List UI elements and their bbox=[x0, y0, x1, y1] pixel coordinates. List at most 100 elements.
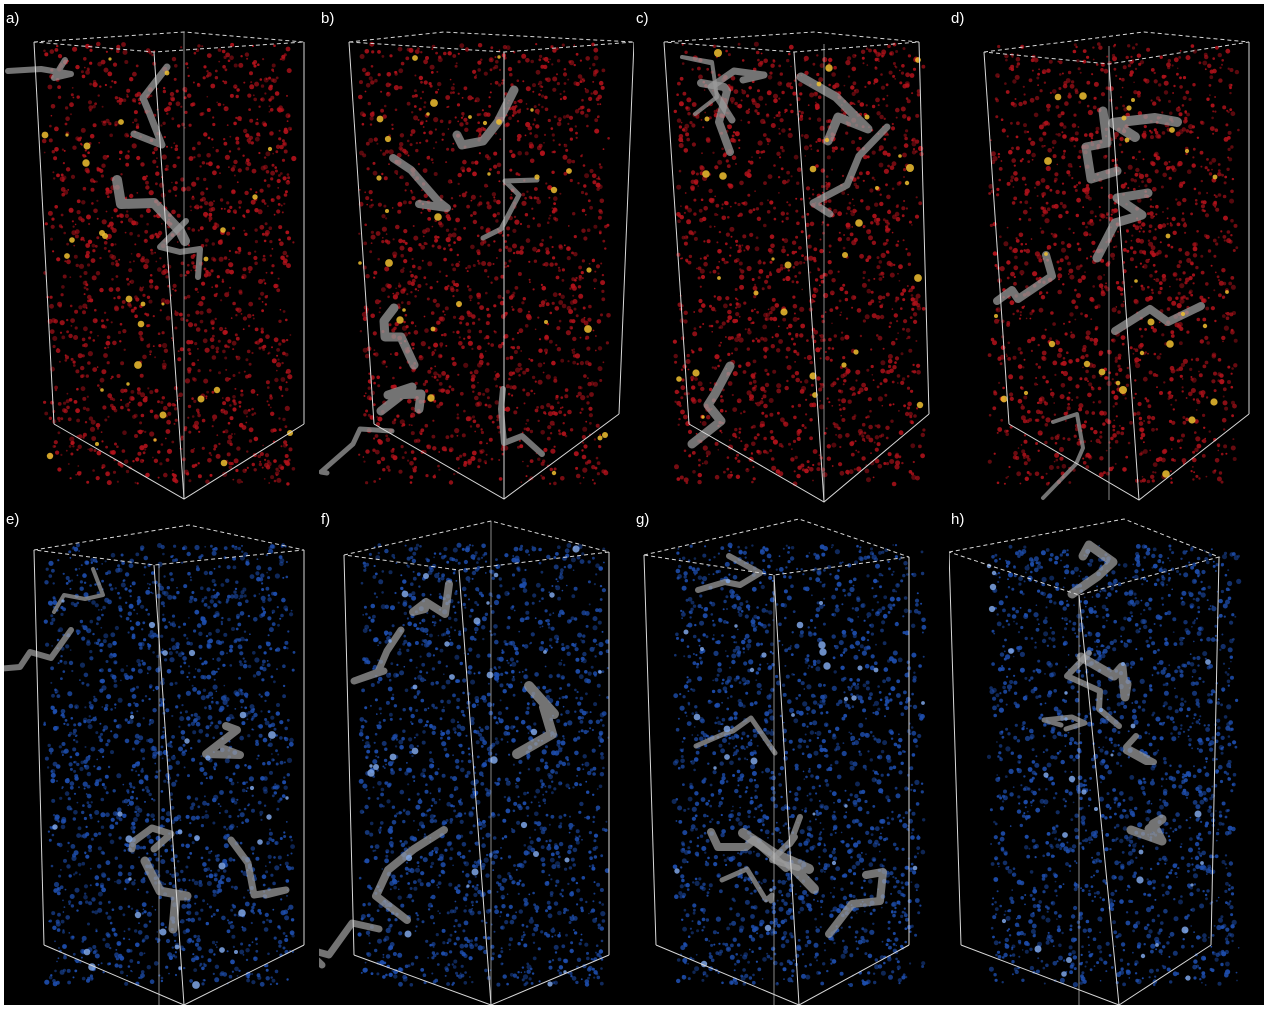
particle bbox=[426, 297, 430, 301]
particle bbox=[788, 44, 794, 50]
particle bbox=[358, 189, 361, 191]
particle bbox=[587, 199, 591, 203]
particle bbox=[1125, 55, 1129, 60]
particle bbox=[1023, 395, 1028, 400]
particle bbox=[266, 184, 271, 188]
particle bbox=[545, 247, 550, 252]
particle bbox=[517, 307, 523, 313]
particle bbox=[676, 477, 681, 481]
particle bbox=[123, 388, 128, 393]
particle bbox=[431, 244, 435, 248]
particle bbox=[549, 262, 554, 267]
particle bbox=[833, 334, 837, 338]
particle bbox=[96, 217, 99, 220]
particle bbox=[680, 368, 684, 371]
particle bbox=[587, 459, 592, 464]
particle bbox=[690, 397, 696, 402]
highlight-blob bbox=[213, 386, 221, 394]
particle bbox=[493, 164, 498, 169]
particle bbox=[110, 226, 114, 230]
particle bbox=[757, 58, 760, 62]
particle bbox=[370, 230, 374, 234]
particle bbox=[63, 189, 69, 195]
particle bbox=[566, 246, 571, 252]
particle bbox=[99, 287, 104, 293]
particle bbox=[399, 175, 404, 180]
particle bbox=[903, 199, 906, 203]
particle bbox=[134, 221, 139, 226]
particle bbox=[718, 230, 722, 234]
particle bbox=[374, 434, 379, 438]
particle bbox=[489, 68, 493, 72]
particle bbox=[898, 279, 901, 282]
particle bbox=[398, 238, 403, 244]
particle bbox=[809, 144, 812, 148]
particle bbox=[138, 102, 141, 105]
particle bbox=[726, 319, 730, 323]
particle bbox=[371, 50, 375, 54]
particle bbox=[509, 196, 513, 200]
particle bbox=[838, 299, 842, 303]
particle bbox=[405, 182, 409, 186]
particle bbox=[377, 416, 383, 422]
particle bbox=[69, 477, 72, 480]
particle bbox=[700, 119, 703, 121]
particle bbox=[553, 150, 556, 154]
particle bbox=[215, 350, 219, 354]
particle bbox=[786, 82, 792, 88]
particle bbox=[537, 457, 541, 461]
particle bbox=[484, 388, 490, 393]
particle bbox=[180, 46, 183, 49]
particle bbox=[171, 56, 177, 62]
particle bbox=[364, 353, 370, 359]
particle bbox=[719, 429, 722, 433]
particle bbox=[422, 126, 425, 128]
particle bbox=[734, 435, 738, 439]
particle bbox=[533, 196, 537, 200]
particle bbox=[1190, 377, 1194, 381]
particle bbox=[458, 341, 463, 346]
particle bbox=[261, 466, 264, 469]
particle bbox=[828, 401, 831, 404]
particle bbox=[430, 311, 435, 315]
particle bbox=[779, 118, 784, 123]
particle bbox=[1041, 356, 1047, 362]
particle bbox=[237, 147, 241, 151]
particle bbox=[763, 337, 768, 342]
particle bbox=[563, 413, 567, 417]
particle bbox=[720, 431, 723, 434]
particle bbox=[83, 57, 87, 61]
box-bottom-edge bbox=[53, 423, 305, 500]
particle bbox=[479, 450, 483, 455]
particle bbox=[763, 181, 767, 186]
particle bbox=[247, 251, 252, 256]
particle bbox=[86, 480, 90, 484]
highlight-blob bbox=[140, 301, 146, 307]
particle bbox=[888, 403, 892, 407]
particle bbox=[1054, 452, 1060, 458]
particle bbox=[757, 260, 762, 265]
particle bbox=[587, 317, 592, 322]
particle bbox=[765, 451, 769, 455]
particle bbox=[853, 414, 857, 418]
particle bbox=[778, 128, 780, 130]
particle bbox=[250, 141, 254, 145]
particle bbox=[764, 368, 768, 373]
particle bbox=[850, 211, 856, 217]
particle bbox=[84, 155, 87, 158]
particle bbox=[1118, 367, 1123, 372]
highlight-blob bbox=[41, 131, 49, 139]
particle bbox=[455, 62, 458, 65]
particle bbox=[806, 339, 809, 342]
particle bbox=[797, 465, 802, 470]
particle bbox=[80, 386, 86, 392]
particle bbox=[277, 187, 280, 189]
particle bbox=[766, 372, 770, 376]
particle bbox=[70, 318, 75, 323]
particle bbox=[887, 358, 893, 364]
particle bbox=[467, 329, 472, 334]
particle bbox=[255, 121, 259, 126]
particle bbox=[149, 94, 153, 98]
particle bbox=[685, 421, 691, 427]
particle bbox=[174, 311, 179, 317]
